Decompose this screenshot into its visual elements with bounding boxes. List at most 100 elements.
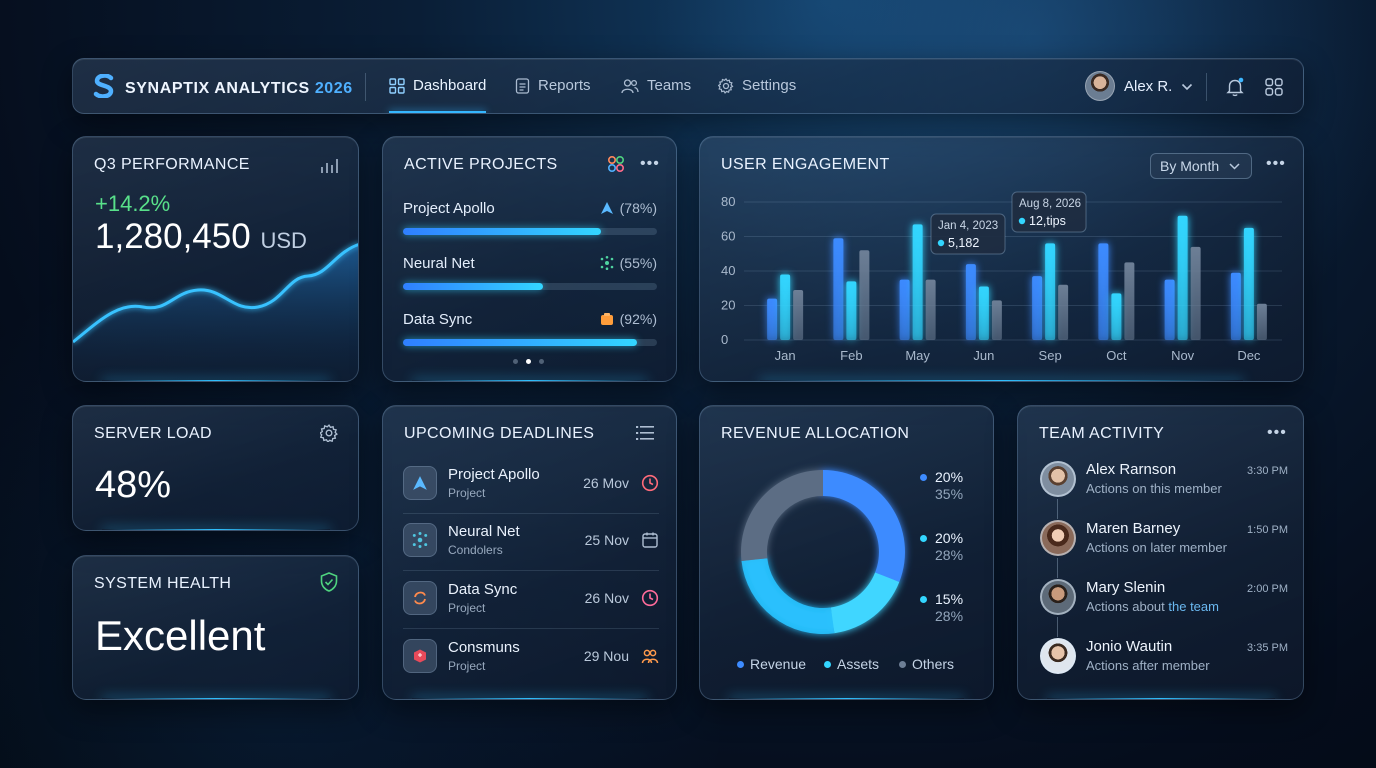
bar[interactable] xyxy=(846,281,857,340)
upcoming-deadlines-card[interactable]: UPCOMING DEADLINES Project Apollo Projec… xyxy=(382,405,677,700)
bar[interactable] xyxy=(1164,279,1175,340)
sync-icon xyxy=(403,581,437,615)
deadline-row[interactable]: Neural Net Condolers 25 Nov xyxy=(403,519,659,571)
member-name: Maren Barney xyxy=(1086,520,1181,537)
activity-text: Actions about the team xyxy=(1086,599,1219,614)
bar[interactable] xyxy=(1256,303,1267,340)
svg-text:Aug 8, 2026: Aug 8, 2026 xyxy=(1019,198,1081,210)
bar[interactable] xyxy=(1045,243,1056,340)
bar[interactable] xyxy=(991,300,1002,340)
bar[interactable] xyxy=(1098,243,1109,340)
legend-item-assets[interactable]: Assets xyxy=(824,656,879,672)
member-name: Mary Slenin xyxy=(1086,579,1166,596)
more-options-icon[interactable]: ••• xyxy=(640,155,660,172)
avatar xyxy=(1040,520,1076,556)
bar[interactable] xyxy=(1177,215,1188,340)
y-tick-label: 60 xyxy=(721,229,735,244)
team-activity-card[interactable]: TEAM ACTIVITY ••• Alex Rarnson Actions o… xyxy=(1017,405,1304,700)
nav-item-settings[interactable]: Settings xyxy=(718,77,796,94)
activity-item[interactable]: Jonio Wautin Actions after member 3:35 P… xyxy=(1040,638,1288,688)
server-load-card[interactable]: SERVER LOAD 48% xyxy=(72,405,359,531)
bar[interactable] xyxy=(925,279,936,340)
bar[interactable] xyxy=(1243,227,1254,340)
y-tick-label: 40 xyxy=(721,263,735,278)
activity-time: 3:35 PM xyxy=(1247,642,1288,654)
deadline-row[interactable]: Project Apollo Project 26 Mov xyxy=(403,462,659,514)
bar[interactable] xyxy=(780,274,791,340)
activity-time: 1:50 PM xyxy=(1247,524,1288,536)
deadline-date: 25 Nov xyxy=(584,532,629,548)
project-row[interactable]: Neural Net (55%) xyxy=(403,255,657,290)
bar[interactable] xyxy=(833,238,844,340)
gear-icon[interactable] xyxy=(318,424,338,447)
user-menu[interactable]: Alex R. xyxy=(1085,71,1193,101)
list-icon[interactable] xyxy=(636,426,654,445)
bar[interactable] xyxy=(859,250,870,340)
activity-item[interactable]: Alex Rarnson Actions on this member 3:30… xyxy=(1040,461,1288,511)
nav-item-dashboard[interactable]: Dashboard xyxy=(389,77,487,113)
legend-dot xyxy=(920,474,927,481)
y-tick-label: 20 xyxy=(721,298,735,313)
user-engagement-card[interactable]: USER ENGAGEMENT By Month ••• 0 20 40 60 80 Ja… xyxy=(699,136,1304,382)
apollo-icon xyxy=(403,466,437,500)
revenue-allocation-card[interactable]: REVENUE ALLOCATION 20% 35% 20% 28% 15% 2… xyxy=(699,405,994,700)
deadline-name: Data Sync xyxy=(448,581,518,598)
legend-item-revenue[interactable]: Revenue xyxy=(737,656,806,672)
pagination-dots[interactable] xyxy=(513,359,544,364)
nav-item-teams[interactable]: Teams xyxy=(621,77,691,94)
notification-bell-icon[interactable] xyxy=(1224,76,1246,98)
deadline-date: 26 Mov xyxy=(583,475,629,491)
bar[interactable] xyxy=(1190,246,1201,340)
timeline-line xyxy=(1057,558,1058,578)
more-options-icon[interactable]: ••• xyxy=(1266,155,1286,172)
bar[interactable] xyxy=(1124,262,1135,340)
allocation-value: 15% 28% xyxy=(920,591,963,625)
card-title: TEAM ACTIVITY xyxy=(1039,425,1165,442)
activity-text: Actions on this member xyxy=(1086,481,1222,496)
period-select[interactable]: By Month xyxy=(1150,153,1252,179)
project-row[interactable]: Project Apollo (78%) xyxy=(403,200,657,235)
apps-grid-icon[interactable] xyxy=(1263,76,1285,98)
project-row[interactable]: Data Sync (92%) xyxy=(403,311,657,346)
card-title: Q3 PERFORMANCE xyxy=(94,156,250,173)
avatar xyxy=(1040,461,1076,497)
bar[interactable] xyxy=(978,286,989,340)
brand[interactable]: SYNAPTIX ANALYTICS 2026 xyxy=(93,73,353,103)
avatar xyxy=(1085,71,1115,101)
performance-value: 1,280,450 USD xyxy=(95,217,307,256)
card-title: SYSTEM HEALTH xyxy=(94,575,232,592)
svg-text:12,tips: 12,tips xyxy=(1029,214,1066,228)
bar[interactable] xyxy=(1230,272,1241,340)
apollo-icon xyxy=(600,202,613,214)
engagement-bar-chart: 0 20 40 60 80 Jan Feb May Jun Sep Oct Nov Dec Jan 4, … xyxy=(721,191,1282,363)
bar[interactable] xyxy=(767,298,778,340)
system-health-card[interactable]: SYSTEM HEALTH Excellent xyxy=(72,555,359,700)
bar[interactable] xyxy=(965,264,976,340)
y-tick-label: 80 xyxy=(721,194,735,209)
activity-item[interactable]: Maren Barney Actions on later member 1:5… xyxy=(1040,520,1288,570)
active-projects-card[interactable]: ACTIVE PROJECTS ••• Project Apollo (78%)… xyxy=(382,136,677,382)
bar[interactable] xyxy=(1111,293,1122,340)
system-health-value: Excellent xyxy=(95,612,266,659)
deadline-row[interactable]: Consmuns Project 29 Nou xyxy=(403,635,659,687)
bar-chart-icon xyxy=(320,157,338,178)
bar[interactable] xyxy=(912,224,923,340)
nav-label: Dashboard xyxy=(413,77,487,94)
nav-item-reports[interactable]: Reports xyxy=(515,77,591,94)
project-types-icon xyxy=(607,155,625,178)
bar[interactable] xyxy=(1058,284,1069,340)
bar[interactable] xyxy=(1032,276,1043,340)
bar[interactable] xyxy=(899,279,910,340)
x-tick-label: Nov xyxy=(1171,348,1195,363)
bar[interactable] xyxy=(793,289,804,340)
q3-performance-card[interactable]: Q3 PERFORMANCE +14.2% 1,280,450 USD xyxy=(72,136,359,382)
deadline-name: Consmuns xyxy=(448,639,520,656)
clock-icon xyxy=(641,589,659,607)
activity-text: Actions on later member xyxy=(1086,540,1227,555)
deadline-row[interactable]: Data Sync Project 26 Nov xyxy=(403,577,659,629)
activity-item[interactable]: Mary Slenin Actions about the team 2:00 … xyxy=(1040,579,1288,629)
legend-item-others[interactable]: Others xyxy=(899,656,954,672)
more-options-icon[interactable]: ••• xyxy=(1267,424,1287,441)
top-nav-bar: SYNAPTIX ANALYTICS 2026 Dashboard Report… xyxy=(72,58,1304,114)
brand-name: SYNAPTIX ANALYTICS 2026 xyxy=(125,79,353,97)
